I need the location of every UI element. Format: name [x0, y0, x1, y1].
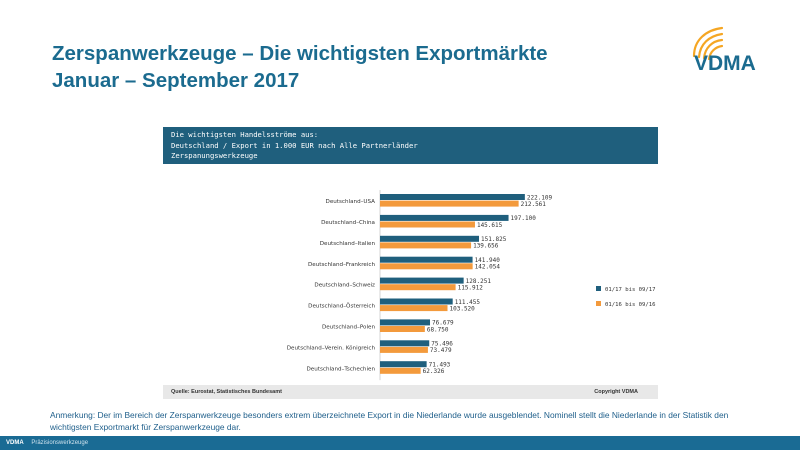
data-label: 139.656: [473, 243, 499, 250]
data-label: 73.479: [430, 347, 452, 354]
data-label: 222.109: [527, 194, 553, 201]
bar-current: [380, 235, 480, 242]
data-label: 212.561: [521, 201, 547, 208]
data-label: 151.825: [481, 236, 507, 243]
bar-previous: [380, 200, 519, 207]
category-label: Deutschland–Frankreich: [308, 262, 375, 268]
logo-text: VDMA: [694, 52, 756, 75]
logo-arcs-icon: [692, 26, 724, 61]
data-label: 115.912: [458, 285, 484, 292]
bar-previous: [380, 326, 425, 332]
chart-panel: Die wichtigsten Handelsströme aus: Deuts…: [163, 127, 658, 399]
bar-previous: [380, 242, 472, 249]
bar-current: [380, 319, 431, 326]
vdma-logo: VDMA: [692, 26, 756, 75]
data-label: 141.940: [475, 257, 501, 264]
source-bar: Quelle: Eurostat, Statistisches Bundesam…: [163, 385, 658, 399]
bar-previous: [380, 305, 448, 312]
footer-brand: VDMA: [6, 440, 24, 446]
bar-current: [380, 256, 473, 263]
category-label: Deutschland–Verein. Königreich: [287, 345, 376, 351]
bar-previous: [380, 221, 475, 228]
footer-bar: VDMA Präzisionswerkzeuge: [0, 436, 800, 450]
page-title-line1: Zerspanwerkzeuge – Die wichtigsten Expor…: [52, 42, 548, 65]
bar-current: [380, 340, 430, 347]
category-label: Deutschland–USA: [326, 199, 376, 205]
data-label: 197.100: [511, 215, 537, 222]
chart-header-line2: Deutschland / Export in 1.000 EUR nach A…: [171, 140, 418, 150]
legend-label: 01/17 bis 09/17: [605, 287, 656, 293]
source-text: Quelle: Eurostat, Statistisches Bundesam…: [171, 389, 282, 395]
bar-current: [380, 214, 509, 221]
bar-current: [380, 298, 453, 305]
chart-header-line3: Zerspanungswerkzeuge: [171, 151, 258, 160]
data-label: 142.054: [475, 264, 501, 271]
data-label: 128.251: [466, 278, 492, 285]
legend-swatch: [596, 286, 601, 291]
category-label: Deutschland–Tschechien: [306, 366, 375, 372]
footer-subtitle: Präzisionswerkzeuge: [31, 440, 89, 446]
page-title: Zerspanwerkzeuge – Die wichtigsten Expor…: [52, 40, 548, 94]
data-label: 103.520: [450, 305, 476, 312]
note-text: Anmerkung: Der im Bereich der Zerspanwer…: [50, 410, 729, 432]
copyright-text: Copyright VDMA: [594, 389, 638, 395]
bar-current: [380, 277, 464, 284]
page-title-line2: Januar – September 2017: [52, 69, 300, 92]
bar-previous: [380, 263, 473, 270]
chart-header-line1: Die wichtigsten Handelsströme aus:: [171, 130, 319, 139]
category-label: Deutschland–Österreich: [308, 303, 375, 310]
data-label: 68.750: [427, 326, 449, 333]
data-label: 111.455: [455, 299, 481, 306]
category-label: Deutschland–China: [321, 220, 375, 226]
chart-header: Die wichtigsten Handelsströme aus: Deuts…: [163, 127, 658, 164]
legend-label: 01/16 bis 09/16: [605, 302, 656, 308]
bar-current: [380, 361, 427, 368]
data-label: 145.615: [477, 222, 503, 229]
bar-previous: [380, 367, 421, 374]
bar-previous: [380, 284, 456, 291]
category-label: Deutschland–Schweiz: [314, 283, 375, 289]
data-label: 71.493: [429, 362, 451, 369]
data-label: 76.679: [432, 320, 454, 327]
data-label: 75.496: [431, 341, 453, 348]
bar-current: [380, 194, 525, 200]
legend-swatch: [596, 301, 601, 306]
data-label: 62.326: [423, 368, 445, 375]
category-label: Deutschland–Italien: [320, 241, 376, 247]
bar-previous: [380, 346, 428, 353]
category-label: Deutschland–Polen: [322, 325, 375, 331]
